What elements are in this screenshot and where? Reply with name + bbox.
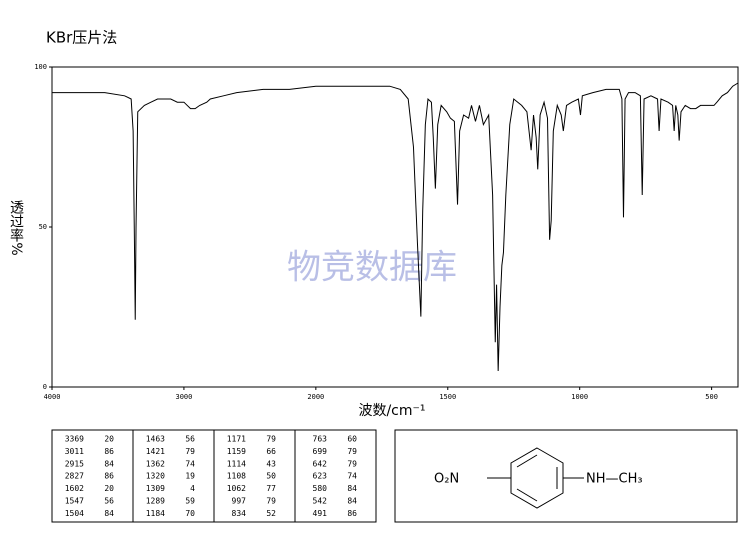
peak-wavenumber: 1547: [65, 497, 84, 506]
peak-transmittance: 79: [347, 459, 357, 468]
peak-wavenumber: 1159: [227, 447, 246, 456]
peak-transmittance: 56: [104, 497, 114, 506]
ring-bond: [516, 454, 538, 468]
y-tick-label: 100: [34, 63, 47, 71]
peak-transmittance: 43: [266, 459, 276, 468]
peak-wavenumber: 1463: [146, 435, 165, 444]
peak-transmittance: 56: [185, 435, 195, 444]
peak-transmittance: 20: [104, 484, 114, 493]
watermark: 物竞数据库: [287, 248, 457, 288]
peak-wavenumber: 2915: [65, 459, 84, 468]
peak-transmittance: 20: [104, 435, 114, 444]
structure-frame: [394, 429, 738, 523]
plot-frame: [51, 66, 739, 388]
peak-wavenumber: 834: [232, 509, 247, 518]
peak-wavenumber: 3011: [65, 447, 84, 456]
peak-wavenumber: 1504: [65, 509, 84, 518]
peak-transmittance: 86: [104, 447, 114, 456]
peak-transmittance: 84: [347, 484, 357, 493]
peak-transmittance: 74: [185, 459, 195, 468]
x-tick-label: 500: [705, 393, 718, 401]
y-axis-label: 透过率%: [8, 200, 24, 255]
peak-transmittance: 79: [266, 435, 276, 444]
peak-transmittance: 74: [347, 472, 357, 481]
peak-transmittance: 79: [347, 447, 357, 456]
peak-transmittance: 59: [185, 497, 195, 506]
peak-wavenumber: 623: [313, 472, 328, 481]
peak-wavenumber: 1171: [227, 435, 246, 444]
peak-transmittance: 84: [104, 509, 114, 518]
peak-wavenumber: 1362: [146, 459, 165, 468]
peak-transmittance: 84: [104, 459, 114, 468]
peak-wavenumber: 1108: [227, 472, 246, 481]
y-tick-label: 50: [39, 223, 47, 231]
peak-wavenumber: 1114: [227, 459, 246, 468]
left-group: O₂N: [434, 472, 459, 487]
ring-bond: [516, 488, 538, 502]
peak-transmittance: 79: [185, 447, 195, 456]
peak-wavenumber: 1320: [146, 472, 165, 481]
peak-wavenumber: 580: [313, 484, 328, 493]
peak-wavenumber: 1062: [227, 484, 246, 493]
peak-wavenumber: 699: [313, 447, 328, 456]
peak-transmittance: 66: [266, 447, 276, 456]
peak-wavenumber: 491: [313, 509, 328, 518]
peak-wavenumber: 2827: [65, 472, 84, 481]
peak-transmittance: 77: [266, 484, 276, 493]
peak-wavenumber: 3369: [65, 435, 84, 444]
peak-transmittance: 70: [185, 509, 195, 518]
peak-wavenumber: 1602: [65, 484, 84, 493]
peak-wavenumber: 997: [232, 497, 247, 506]
peak-transmittance: 86: [347, 509, 357, 518]
peak-wavenumber: 763: [313, 435, 328, 444]
chart-title: KBr压片法: [46, 29, 117, 47]
peak-wavenumber: 1309: [146, 484, 165, 493]
x-tick-label: 2000: [307, 393, 324, 401]
peak-transmittance: 19: [185, 472, 195, 481]
peak-transmittance: 4: [190, 484, 195, 493]
x-tick-label: 4000: [44, 393, 61, 401]
peak-wavenumber: 642: [313, 459, 328, 468]
spectrum-line: [52, 82, 739, 372]
peak-wavenumber: 542: [313, 497, 328, 506]
benzene-ring: [510, 447, 564, 509]
peak-transmittance: 84: [347, 497, 357, 506]
x-tick-label: 3000: [175, 393, 192, 401]
peak-transmittance: 60: [347, 435, 357, 444]
right-group: NH—CH₃: [586, 472, 643, 487]
peak-transmittance: 79: [266, 497, 276, 506]
y-tick-label: 0: [43, 383, 47, 391]
peak-wavenumber: 1184: [146, 509, 165, 518]
peak-wavenumber: 1289: [146, 497, 165, 506]
x-axis-label: 波数/cm⁻¹: [358, 403, 425, 419]
x-tick-label: 1000: [571, 393, 588, 401]
peak-transmittance: 86: [104, 472, 114, 481]
x-tick-label: 1500: [439, 393, 456, 401]
peak-transmittance: 52: [266, 509, 276, 518]
peak-transmittance: 50: [266, 472, 276, 481]
peak-wavenumber: 1421: [146, 447, 165, 456]
